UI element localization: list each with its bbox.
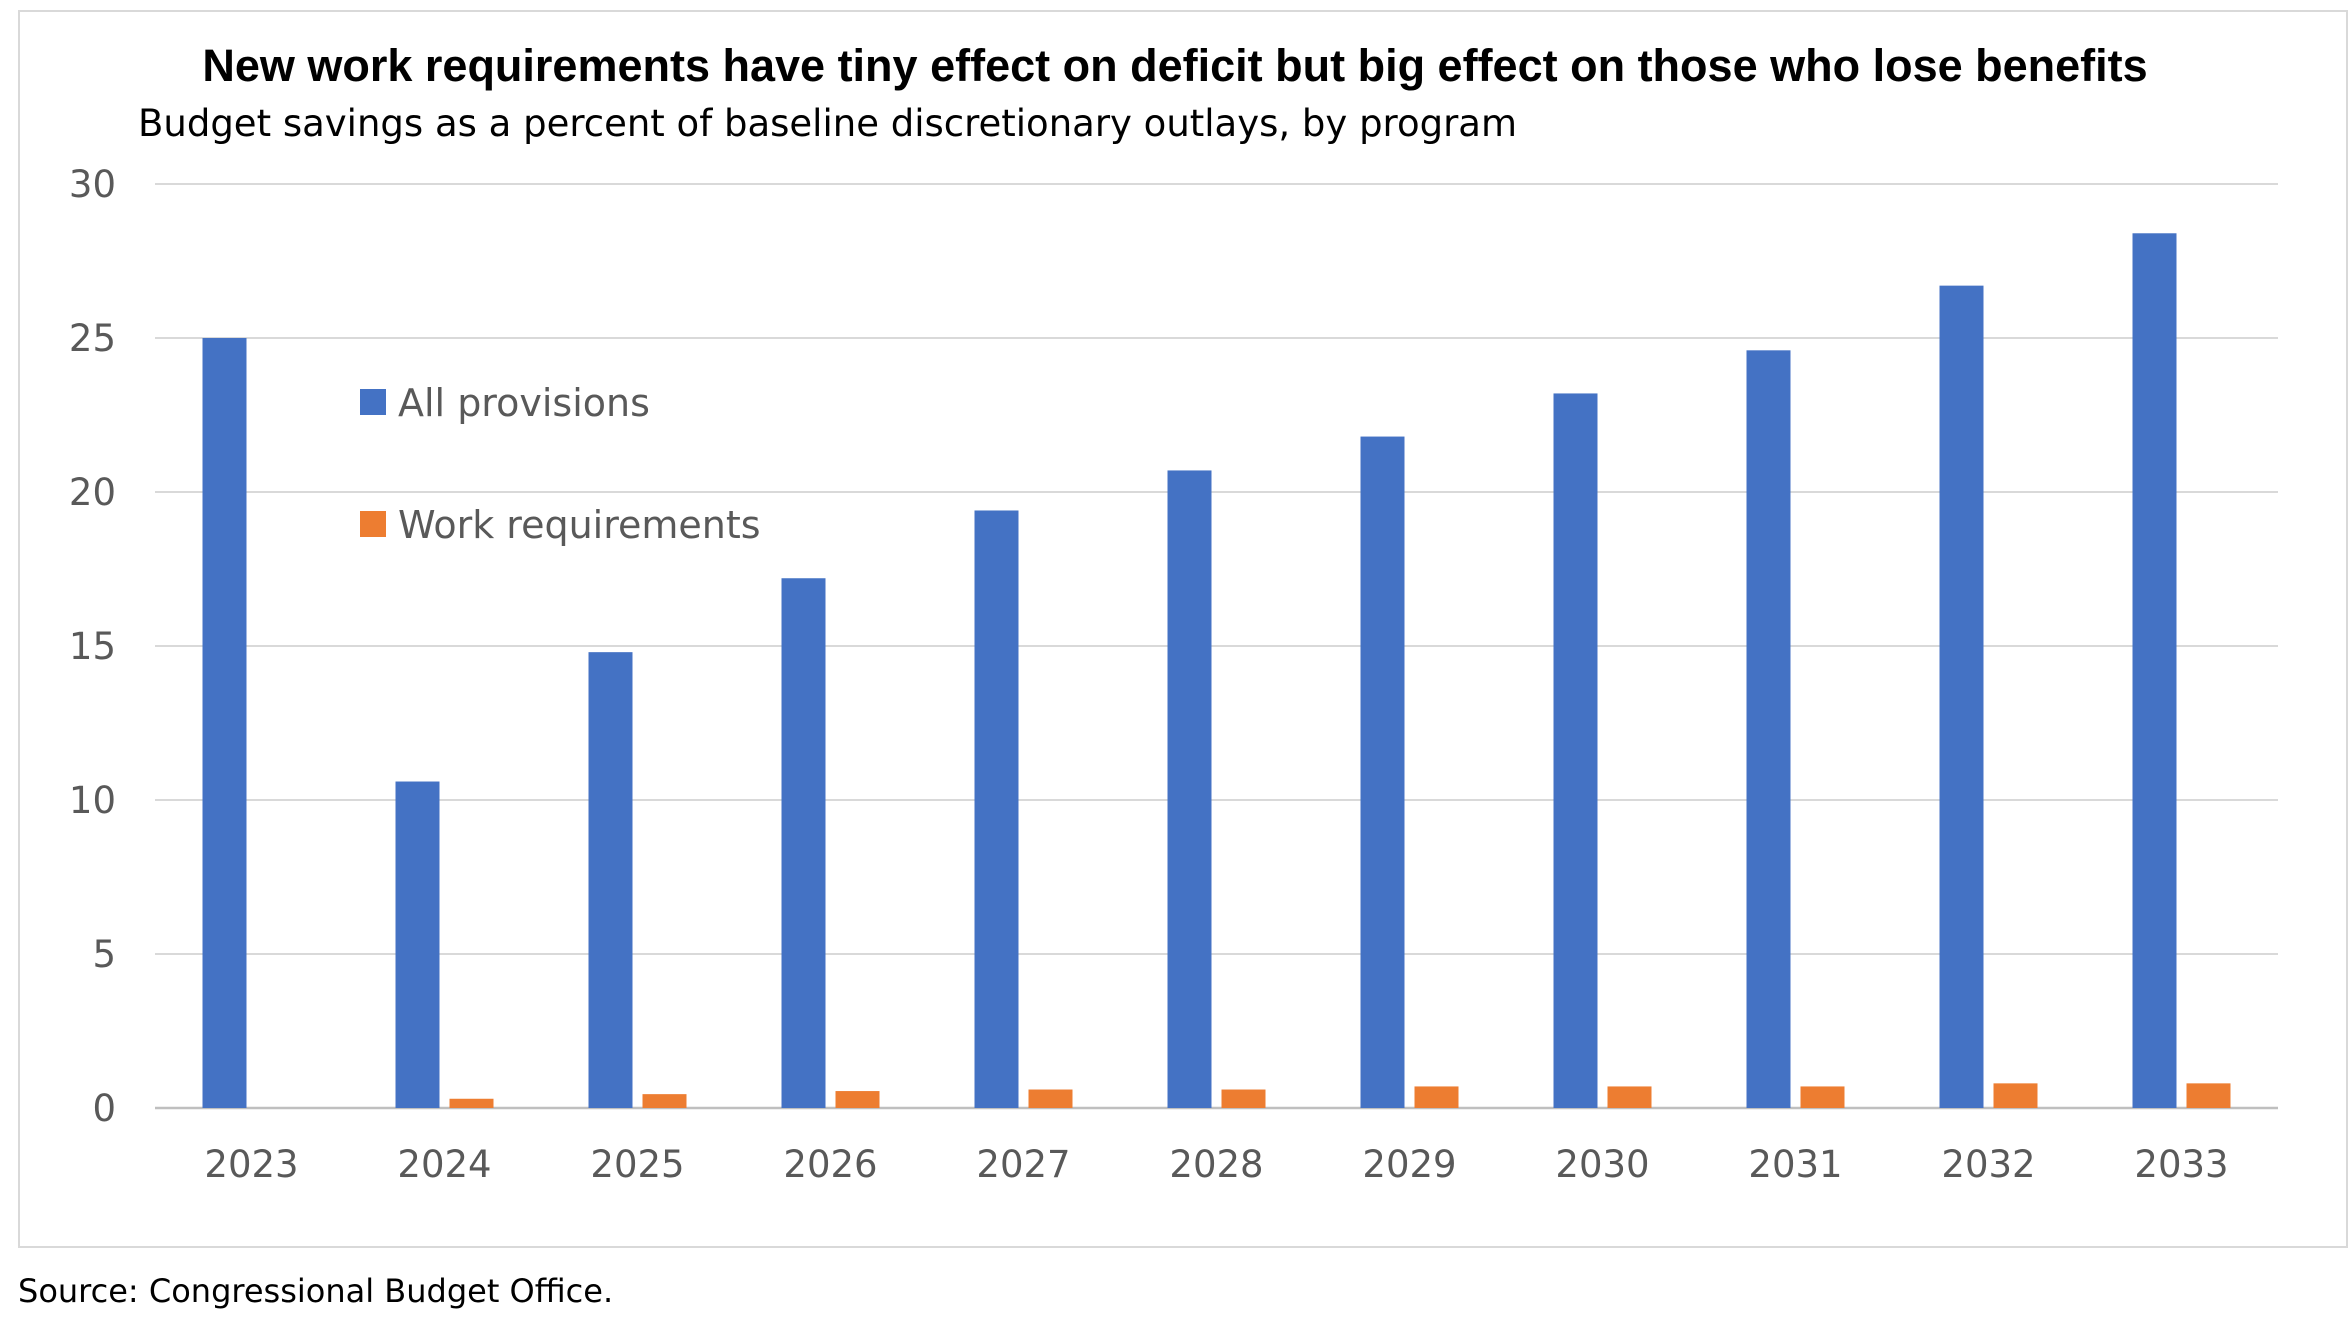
- x-tick-label: 2029: [1362, 1143, 1456, 1186]
- chart-subtitle: Budget savings as a percent of baseline …: [138, 102, 1518, 145]
- chart-title: New work requirements have tiny effect o…: [202, 40, 2148, 91]
- bar-all-provisions-2031: [1746, 350, 1791, 1108]
- x-tick-label: 2028: [1169, 1143, 1263, 1186]
- bar-work-requirements-2027: [1028, 1089, 1073, 1108]
- y-tick-label: 0: [92, 1087, 116, 1130]
- legend: All provisions Work requirements: [360, 381, 761, 547]
- x-tick-label: 2031: [1748, 1143, 1842, 1186]
- bar-work-requirements-2031: [1800, 1086, 1845, 1108]
- bar-work-requirements-2032: [1993, 1083, 2038, 1108]
- legend-swatch-work-requirements: [360, 511, 386, 537]
- x-tick-label: 2027: [976, 1143, 1070, 1186]
- gridlines: [155, 183, 2278, 1110]
- x-tick-label: 2030: [1555, 1143, 1649, 1186]
- bar-all-provisions-2033: [2132, 233, 2177, 1108]
- y-tick-label: 5: [92, 933, 116, 976]
- bar-work-requirements-2028: [1221, 1089, 1266, 1108]
- y-tick-label: 25: [69, 317, 116, 360]
- x-tick-label: 2023: [204, 1143, 298, 1186]
- y-tick-label: 20: [69, 471, 116, 514]
- x-tick-label: 2033: [2134, 1143, 2228, 1186]
- bar-all-provisions-2028: [1167, 470, 1212, 1108]
- legend-label-all-provisions: All provisions: [398, 381, 650, 425]
- bar-all-provisions-2032: [1939, 285, 1984, 1108]
- bar-all-provisions-2029: [1360, 436, 1405, 1108]
- bar-all-provisions-2024: [395, 781, 440, 1108]
- bar-work-requirements-2026: [835, 1091, 880, 1108]
- bar-all-provisions-2030: [1553, 393, 1598, 1108]
- bar-all-provisions-2026: [781, 578, 826, 1108]
- bar-all-provisions-2025: [588, 652, 633, 1108]
- y-tick-label: 15: [69, 625, 116, 668]
- x-tick-label: 2026: [783, 1143, 877, 1186]
- y-tick-label: 30: [69, 163, 116, 206]
- x-tick-label: 2024: [397, 1143, 491, 1186]
- bars: [202, 233, 2231, 1109]
- x-tick-label: 2025: [590, 1143, 684, 1186]
- bar-work-requirements-2033: [2186, 1083, 2231, 1108]
- legend-swatch-all-provisions: [360, 389, 386, 415]
- bar-work-requirements-2024: [449, 1098, 494, 1108]
- x-tick-label: 2032: [1941, 1143, 2035, 1186]
- bar-work-requirements-2029: [1414, 1086, 1459, 1108]
- bar-all-provisions-2023: [202, 338, 247, 1108]
- bar-all-provisions-2027: [974, 510, 1019, 1109]
- bar-work-requirements-2030: [1607, 1086, 1652, 1108]
- bar-work-requirements-2025: [642, 1094, 687, 1108]
- source-note: Source: Congressional Budget Office.: [18, 1272, 614, 1310]
- legend-label-work-requirements: Work requirements: [398, 503, 761, 547]
- y-tick-label: 10: [69, 779, 116, 822]
